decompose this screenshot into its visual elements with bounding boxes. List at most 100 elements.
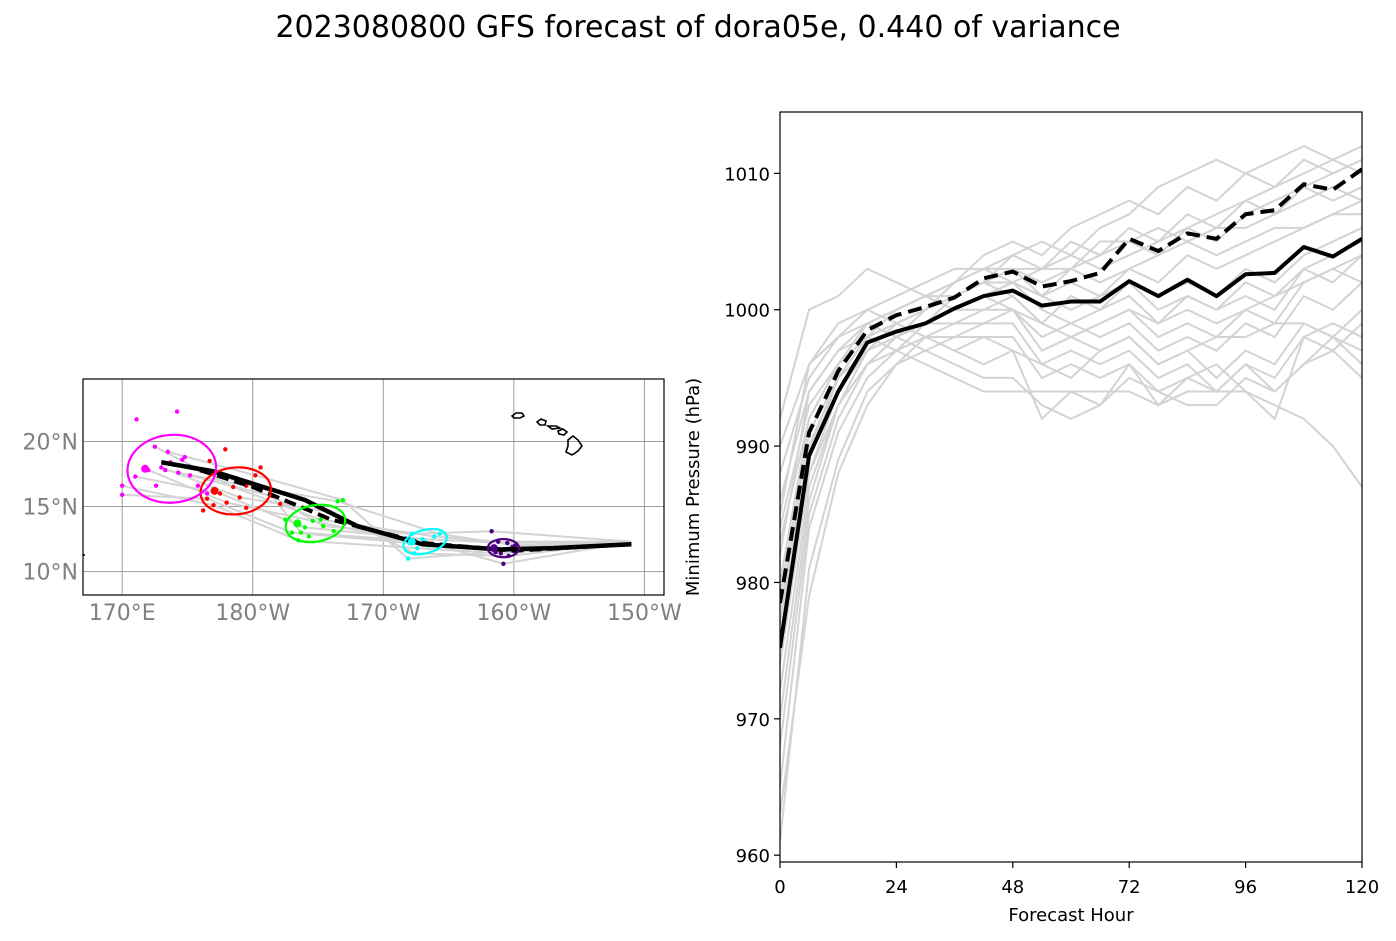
member-point-h96 [152,444,158,449]
member-point-h48 [318,517,323,522]
member-point-h24 [415,545,420,551]
member-point-h96 [165,449,171,455]
x-tick-label: 24 [885,877,908,898]
ellipse-center-h24 [407,537,416,546]
member-point-h96 [176,470,181,475]
member-point-h96 [204,491,210,496]
spread-ellipse-h48 [284,503,347,544]
member-point-h48 [321,523,326,529]
member-line [780,254,1362,692]
x-tick-label: 48 [1001,877,1024,898]
map-grid [83,379,664,595]
lon-tick-label: 170°W [346,601,421,626]
island-oahu [535,418,547,426]
member-point-h48 [335,499,340,504]
member-point-h96 [174,409,180,414]
ellipse-center-h96 [141,464,150,473]
lon-tick-label: 170°E [89,601,156,626]
member-point-h72 [258,465,263,470]
member-point-h0 [489,529,494,534]
figure-title: 2023080800 GFS forecast of dora05e, 0.44… [275,10,1121,45]
member-point-h72 [244,505,249,511]
ensemble-track [165,469,632,547]
y-tick-label: 1010 [724,164,770,185]
member-line [780,322,1362,842]
island-molokai [545,425,563,430]
member-point-h48 [331,529,336,534]
member-point-h72 [217,491,223,496]
x-tick-label: 0 [774,877,785,898]
series-line-dashed [780,167,1362,604]
member-line [780,322,1362,815]
member-line [780,185,1362,610]
member-point-h72 [253,473,258,478]
mean-track-dashed [186,464,632,553]
ellipse-center-h72 [210,486,219,495]
member-point-h96 [119,483,125,488]
member-point-h96 [133,474,138,479]
member-line [780,158,1362,556]
member-point-h0 [505,540,510,546]
member-point-h72 [277,501,283,507]
series-line-solid [780,237,1362,649]
member-point-h96 [163,467,168,473]
lon-tick-label: 180°W [215,601,290,626]
ensemble-track [160,466,632,557]
member-point-h48 [302,525,308,530]
member-point-h72 [224,500,229,505]
spread-ellipse-h0 [486,537,521,559]
member-point-h72 [237,495,242,500]
mean-tracks [160,460,632,553]
member-line [780,158,1362,583]
y-tick-label: 990 [736,437,770,458]
ellipse-center-h0 [490,544,499,553]
member-point-h72 [230,484,236,490]
member-line [780,267,1362,420]
map-tick-labels: 170°E 180°W 170°W 160°W 150°W 10°N 15°N 20°N [23,430,682,626]
spread-ellipses [126,433,521,559]
member-point-h72 [200,508,206,513]
x-axis-label: Forecast Hour [1008,905,1134,926]
lon-tick-label: 160°W [476,601,551,626]
member-point-h96 [180,457,185,462]
x-tick-label: 120 [1345,877,1379,898]
hawaii-coastline [83,412,583,556]
member-line [780,199,1362,542]
member-point-h72 [204,496,210,501]
member-point-h48 [340,497,346,503]
pressure-members [780,144,1362,842]
member-point-h48 [306,534,312,539]
member-point-h48 [310,518,315,524]
island-kauai [510,412,526,419]
y-tick-label: 960 [736,846,770,867]
pressure-ticks: 0 24 48 72 96 120 960 970 980 990 1000 1010 [724,164,1379,898]
member-point-h96 [153,483,159,488]
x-tick-label: 72 [1118,877,1141,898]
lon-tick-label: 150°W [607,601,682,626]
member-line [780,281,1362,747]
spread-ellipse-h96 [126,433,218,504]
member-point-h48 [289,530,295,535]
y-tick-label: 1000 [724,301,770,322]
member-point-h96 [187,473,193,478]
spread-ellipse-h24 [402,527,448,556]
member-point-h96 [195,483,201,488]
member-point-h0 [501,561,506,566]
member-line [780,158,1362,624]
pressure-series [780,167,1362,649]
lat-tick-label: 10°N [23,561,78,586]
ellipse-center-h48 [293,519,302,528]
member-line [780,308,1362,447]
member-line [780,227,1362,651]
member-line [780,322,1362,529]
lat-tick-label: 20°N [23,430,78,455]
member-point-h24 [405,556,411,561]
member-point-h0 [498,551,503,556]
member-point-h48 [298,530,304,535]
ensemble-track [154,445,632,543]
island-hawaii [565,434,583,456]
island-maui [557,428,569,436]
lat-tick-label: 15°N [23,496,78,521]
y-axis-label: Minimum Pressure (hPa) [683,378,704,596]
